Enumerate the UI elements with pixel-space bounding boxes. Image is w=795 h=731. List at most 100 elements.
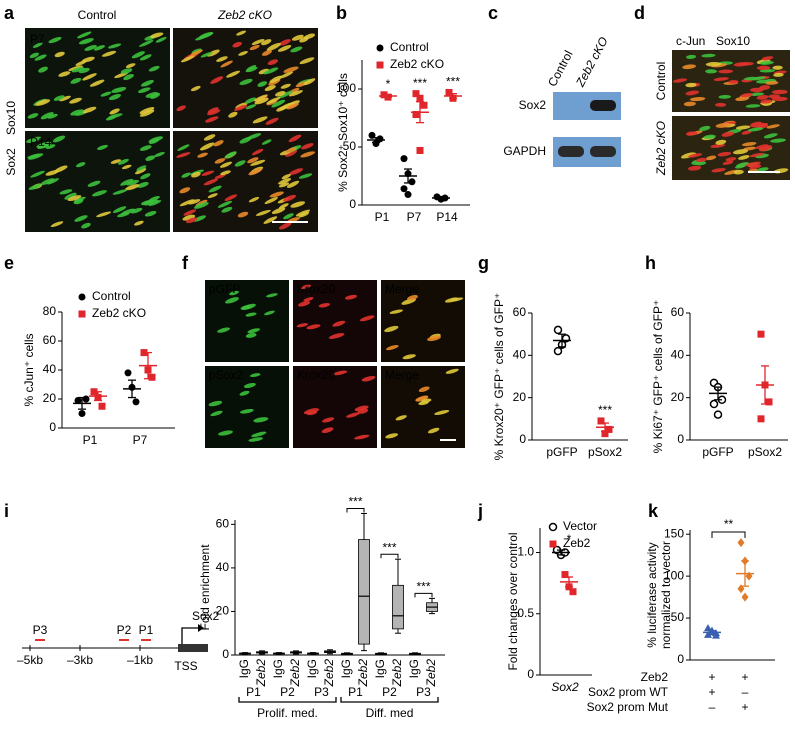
nucleus [180,55,195,63]
nucleus [277,45,292,52]
nucleus [384,325,399,333]
nucleus [217,200,233,208]
nucleus [290,46,303,53]
nucleus [213,140,224,147]
data-point [400,155,408,163]
nucleus [688,165,702,171]
y-tick-label: 60 [43,333,57,347]
band-label: Sox2 [519,98,547,112]
y-tick-label: 40 [43,362,57,376]
nucleus [228,111,238,118]
nucleus [296,323,309,328]
x-tick-label: pGFP [702,445,733,459]
nucleus [239,137,252,144]
row-label: Control [654,62,668,101]
nucleus [705,69,718,74]
nucleus [58,71,71,77]
site-label: P3 [33,623,48,637]
data-point [548,522,558,532]
nucleus [718,94,731,99]
table-cell: – [742,685,749,699]
column-label: Control [78,8,117,22]
data-point [98,402,106,410]
significance-bracket [346,507,365,513]
nucleus [321,427,334,434]
nucleus [35,99,51,106]
image-label: Krox20 [297,282,335,296]
nucleus [761,56,774,61]
nucleus [210,76,224,84]
y-tick-label: 0 [677,432,684,446]
nucleus [728,79,739,84]
row-label: P7 [30,32,45,46]
nucleus [445,368,459,374]
y-tick-label: 80 [43,304,57,318]
nucleus [36,141,52,148]
nucleus [251,431,267,438]
nucleus [190,85,201,92]
nucleus [120,178,134,186]
row-label: Zeb2 cKO [654,121,668,176]
box [392,584,404,630]
nucleus [733,169,744,175]
row-label: P14 [30,135,52,149]
nucleus [73,198,84,205]
nucleus [299,57,315,65]
nucleus [301,143,314,150]
nucleus [26,136,42,143]
nucleus [75,162,86,168]
data-point [416,94,424,102]
nucleus [105,115,117,121]
nucleus [283,213,294,220]
data-point [561,571,569,579]
nucleus [69,97,82,104]
y-axis-label: Fold enrichment [198,544,212,631]
nucleus [757,123,769,129]
nucleus [108,94,121,101]
x-tick-label: P7 [407,210,422,224]
nucleus [688,153,703,158]
data-point [376,61,384,69]
nucleus [252,116,268,124]
data-point [416,146,424,154]
condition-label: Diff. med [366,706,414,720]
x-tick-label: IgG [271,659,285,678]
nucleus [271,99,286,108]
nucleus [77,31,92,39]
x-tick-label: pSox2 [748,445,782,459]
data-point [757,330,765,338]
nucleus [434,409,450,416]
y-axis-label: % luciferase activity [645,542,659,647]
nucleus [46,178,60,185]
nucleus [275,91,286,97]
nucleus [264,85,276,92]
nucleus [203,178,218,186]
nucleus [740,93,753,98]
x-tick-label: Zeb2 [322,659,336,688]
x-tick-label: IgG [305,659,319,678]
x-tick-label: IgG [339,659,353,678]
nucleus [136,165,147,171]
nucleus [126,179,139,186]
nucleus [427,335,441,342]
data-point [400,185,408,193]
legend-label: Zeb2 [563,536,591,550]
data-point [553,346,563,356]
site-label: P1 [139,623,154,637]
nucleus [81,56,95,63]
nucleus [278,39,291,46]
nucleus [45,144,56,150]
nucleus [286,180,300,188]
nucleus [266,42,281,51]
nucleus [761,145,773,150]
image-label: Merge [385,282,419,296]
nucleus [269,191,284,198]
group-label: P1 [348,685,363,699]
nucleus [722,160,734,165]
nucleus [248,168,263,176]
nucleus [286,103,299,110]
data-point [709,399,719,409]
nucleus [715,139,727,145]
nucleus [109,108,120,115]
nucleus [303,297,314,302]
